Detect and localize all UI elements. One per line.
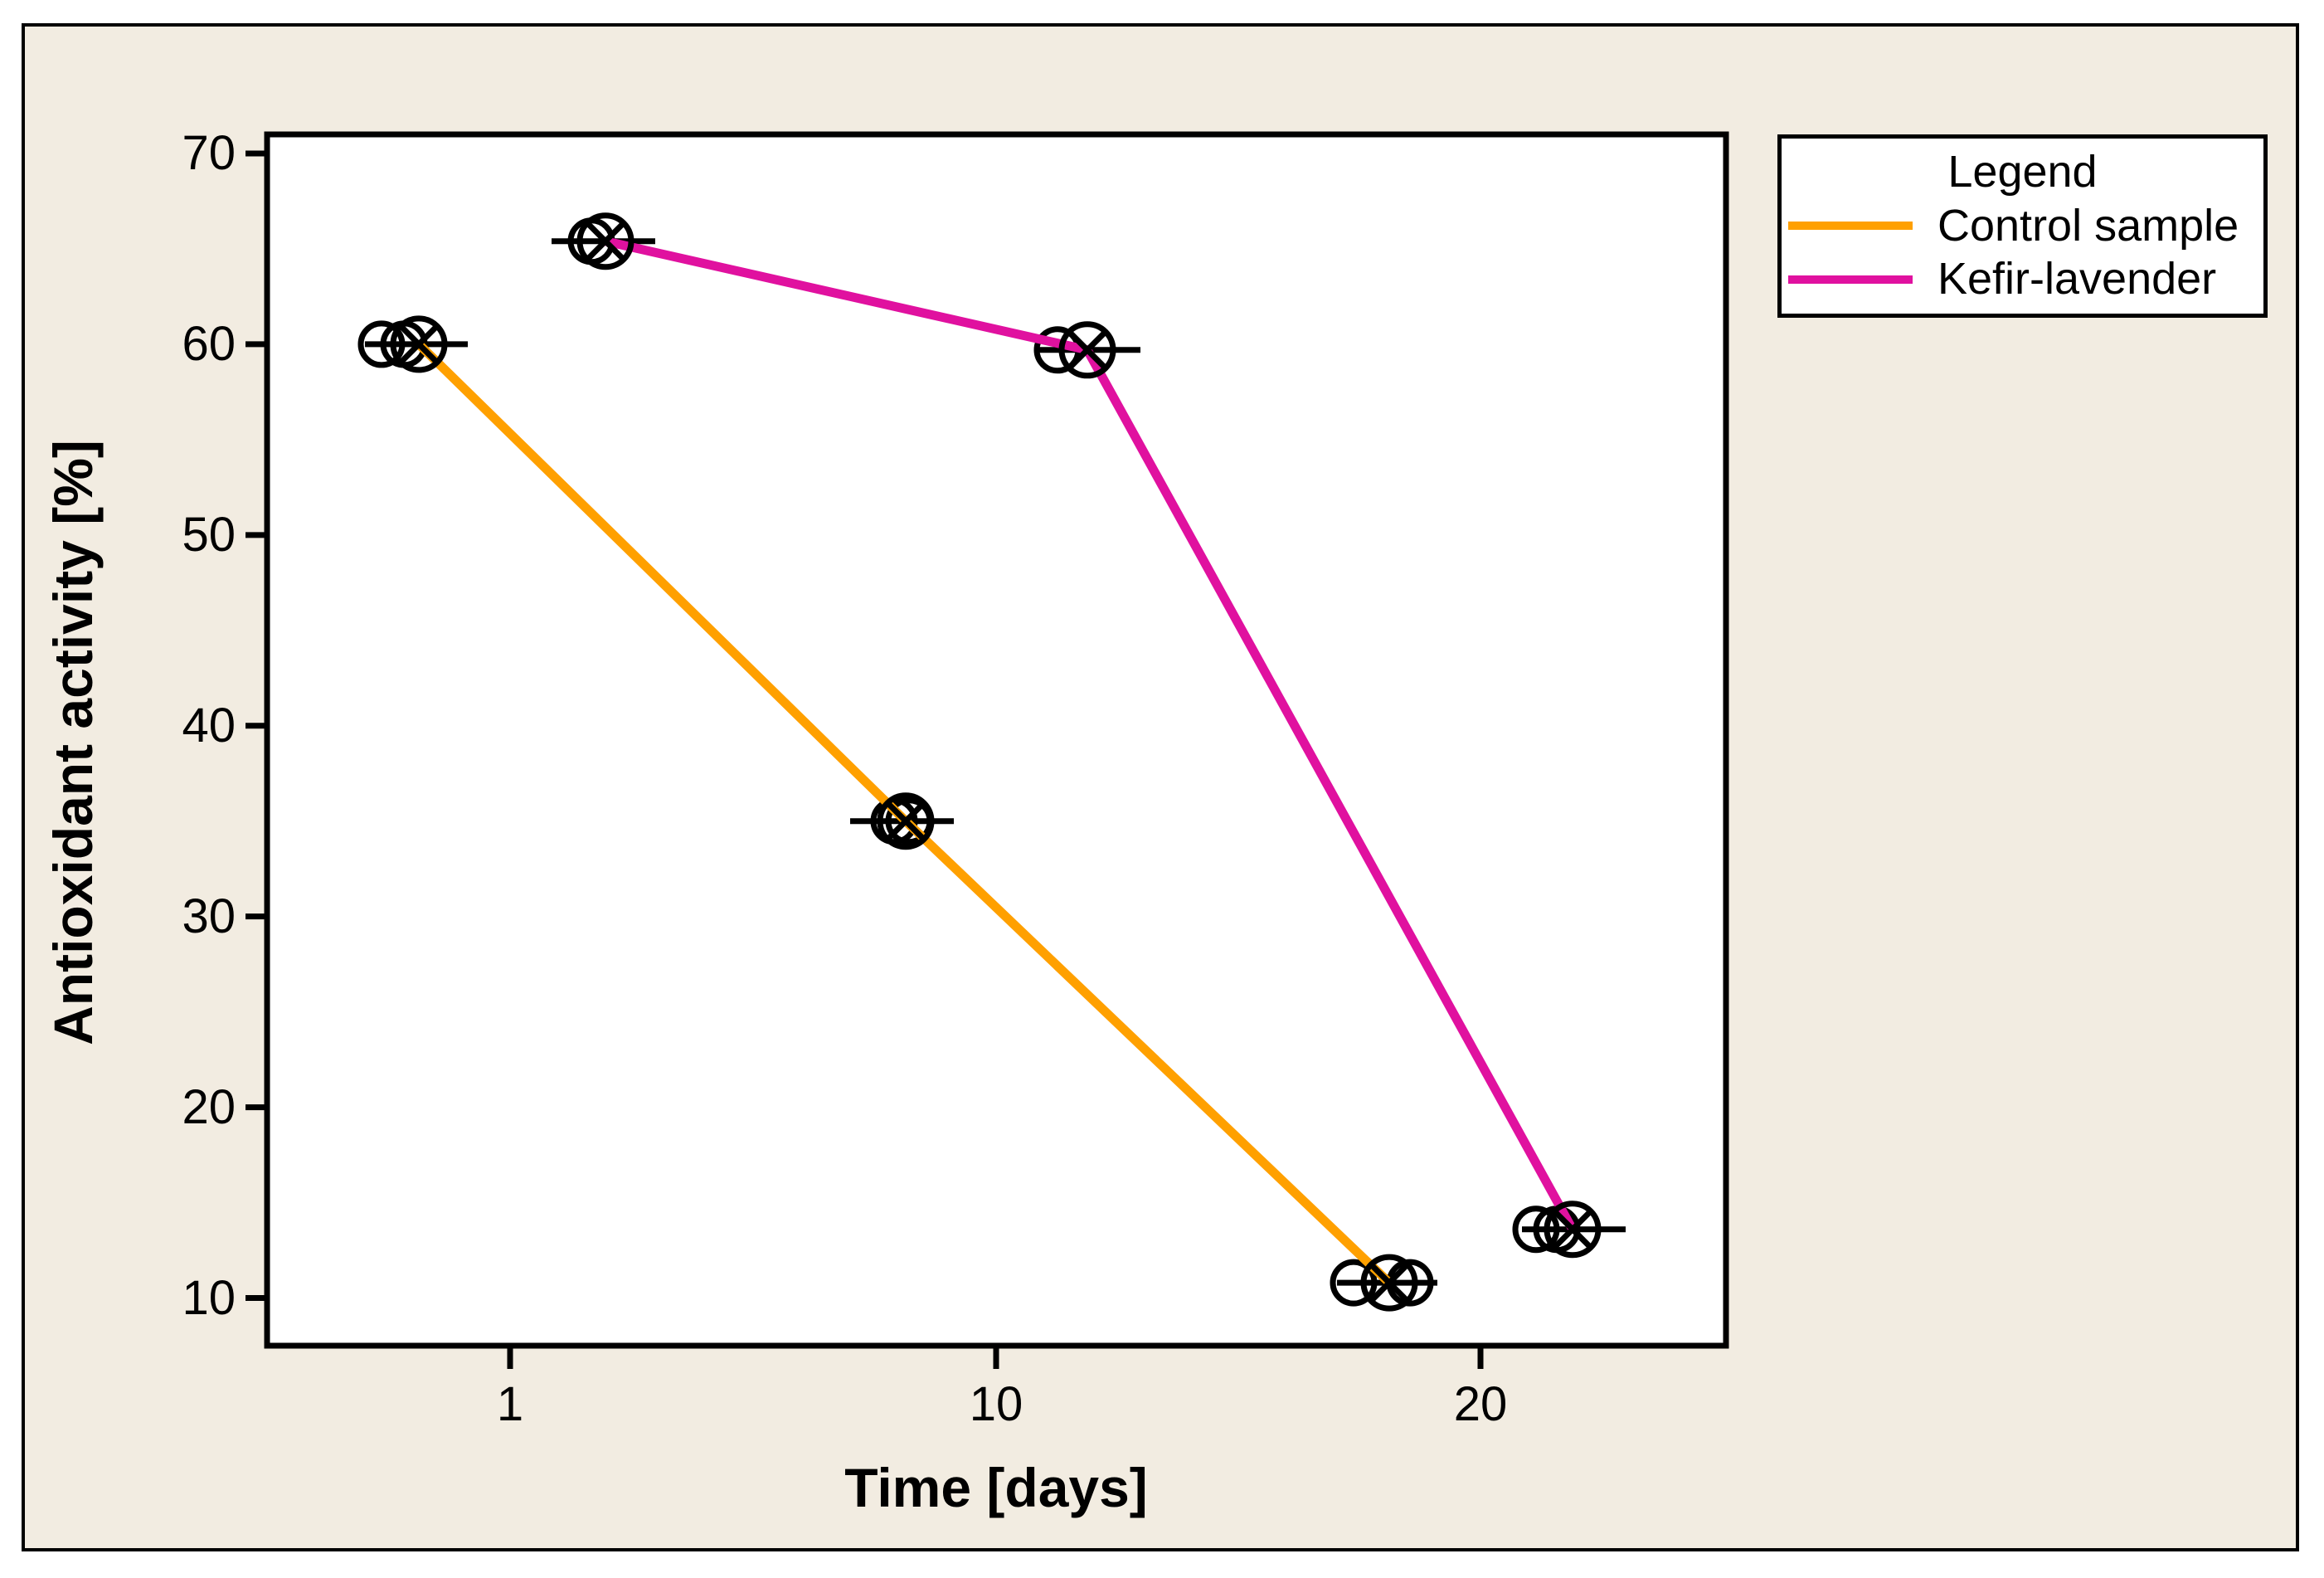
- x-axis-title: Time [days]: [844, 1457, 1148, 1518]
- replicate-marker: [357, 320, 406, 368]
- legend-item-label: Control sample: [1937, 200, 2239, 251]
- marker-cross: [398, 324, 440, 365]
- legend-item-label: Kefir-lavender: [1937, 254, 2217, 304]
- marker-cross: [1369, 1262, 1410, 1303]
- data-point-marker: [1544, 1201, 1602, 1259]
- data-point-marker: [1058, 321, 1116, 379]
- y-tick-label: 50: [182, 507, 236, 562]
- legend-box: Legend Control sample Kefir-lavender: [1777, 134, 2268, 318]
- x-tick-label: 20: [1453, 1377, 1508, 1431]
- y-tick-label: 10: [182, 1270, 236, 1325]
- y-tick-label: 70: [182, 125, 236, 180]
- y-tick-label: 60: [182, 316, 236, 371]
- y-tick-label: 30: [182, 889, 236, 943]
- data-point-marker: [1360, 1254, 1418, 1312]
- y-axis-title: Antioxidant activity [%]: [42, 440, 104, 1045]
- legend-item-kefir: Kefir-lavender: [1782, 254, 2263, 304]
- y-tick-label: 20: [182, 1079, 236, 1134]
- replicate-marker: [1330, 1259, 1378, 1307]
- x-tick-label: 1: [496, 1377, 524, 1431]
- data-point-marker: [576, 212, 634, 270]
- plot-area: [264, 131, 1729, 1349]
- y-tick-label: 40: [182, 698, 236, 752]
- marker-cross: [885, 801, 926, 842]
- marker-cross: [1552, 1209, 1593, 1250]
- data-point-marker: [390, 315, 448, 373]
- marker-cross: [585, 221, 626, 262]
- marker-cross: [1067, 329, 1108, 371]
- legend-title: Legend: [1947, 147, 2098, 197]
- kefir-lavender-line-swatch: [1788, 275, 1913, 285]
- legend-item-control: Control sample: [1782, 200, 2263, 251]
- x-tick-label: 10: [969, 1377, 1023, 1431]
- replicate-marker: [1512, 1205, 1560, 1254]
- control-sample-line-swatch: [1788, 222, 1913, 231]
- data-point-marker: [877, 792, 935, 850]
